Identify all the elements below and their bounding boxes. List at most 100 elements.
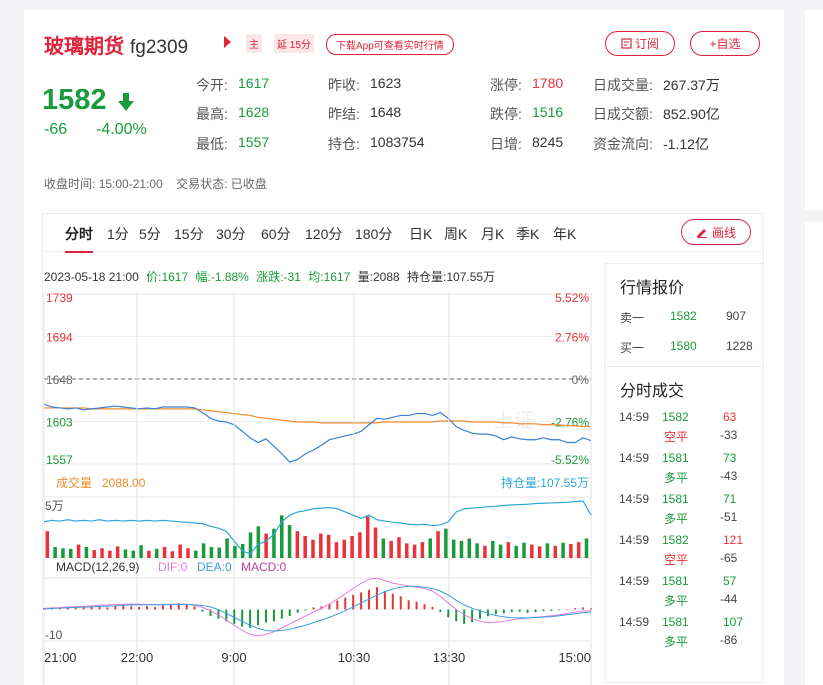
- tab-1[interactable]: 1分: [107, 226, 129, 242]
- tab-8[interactable]: 日K: [409, 226, 433, 242]
- macd-bar: [344, 597, 347, 610]
- order-book-side: 卖一: [620, 311, 645, 325]
- macd-bar: [494, 609, 497, 615]
- quote-field-value: 852.90亿: [663, 106, 720, 122]
- trade-price: 1581: [662, 615, 689, 629]
- macd-bar: [590, 608, 592, 610]
- tab-3[interactable]: 15分: [174, 226, 204, 242]
- macd-bar: [375, 587, 378, 610]
- tab-7[interactable]: 180分: [355, 226, 393, 242]
- macd-bar: [241, 609, 244, 627]
- volume-bar: [584, 538, 589, 558]
- subscribe-icon: [621, 38, 632, 49]
- quote-field-label: 今开:: [196, 77, 228, 93]
- volume-frame: [43, 496, 592, 559]
- intraday-chart[interactable]: 上证 1739 1694 1648 1603 1557 5.52% 2.76% 0% -2.76%…: [24, 280, 599, 685]
- volume-bar: [397, 537, 401, 558]
- trade-volume: 71: [723, 492, 737, 506]
- x-tick: 22:00: [121, 650, 154, 665]
- volume-bar: [483, 545, 487, 558]
- quote-field-value: 1083754: [370, 134, 425, 150]
- y-tick-right: -2.76%: [551, 416, 589, 430]
- volume-bar: [100, 548, 104, 558]
- trade-volume: 107: [723, 615, 744, 629]
- price-change: -66: [44, 121, 68, 138]
- quote-field-value: -1.12亿: [663, 136, 709, 152]
- macd-bar: [423, 604, 426, 610]
- volume-bar: [264, 533, 268, 558]
- volume-bar: [373, 527, 378, 558]
- x-tick: 10:30: [338, 650, 371, 665]
- volume-bar: [178, 544, 182, 558]
- tab-0[interactable]: 分时: [65, 226, 93, 253]
- chart-info-bar: 2023-05-18 21:00 价:1617 幅:-1.88% 涨跌:-31 …: [44, 270, 496, 284]
- trade-price: 1581: [662, 451, 689, 465]
- macd-bar: [217, 609, 220, 619]
- volume-bar: [233, 545, 237, 558]
- volume-bar: [553, 545, 558, 558]
- volume-bar: [467, 538, 472, 558]
- side-panel: 行情报价 卖一 1582 907 买一 1580 1228 分时成交 14:59 1582 6…: [604, 263, 764, 683]
- macd-bar: [391, 593, 394, 610]
- price-change-pct: -4.00%: [96, 121, 147, 138]
- trade-delta: -44: [720, 592, 738, 606]
- volume-bar: [131, 550, 136, 558]
- tab-11[interactable]: 季K: [516, 226, 540, 242]
- quote-field-value: 8245: [532, 134, 564, 150]
- macd-bar: [447, 609, 450, 618]
- x-tick: 13:30: [433, 650, 466, 665]
- price-panel: 上证 1739 1694 1648 1603 1557 5.52% 2.76% 0% -2.76%…: [43, 291, 592, 467]
- open-interest-line: [43, 500, 592, 555]
- macd-bar: [518, 609, 521, 612]
- download-app-link[interactable]: 下载App可查看实时行情: [326, 34, 454, 55]
- macd-bar: [312, 607, 315, 610]
- volume-bar: [334, 542, 339, 558]
- macd-bar: [106, 607, 109, 610]
- draw-line-button[interactable]: 画线: [681, 219, 751, 245]
- y-tick-left: 1603: [46, 416, 73, 430]
- trade-type: 多平: [664, 594, 689, 608]
- macd-bar: [558, 609, 561, 611]
- macd-bar: [566, 608, 569, 610]
- macd-bar: [399, 596, 402, 610]
- tab-4[interactable]: 30分: [216, 226, 246, 242]
- volume-bar: [256, 526, 261, 558]
- macd-bar: [383, 591, 386, 610]
- quote-field-value: 267.37万: [663, 77, 720, 93]
- volume-bar: [428, 538, 432, 558]
- tab-9[interactable]: 周K: [444, 226, 468, 242]
- macd-bar: [439, 609, 442, 613]
- trade-type: 多平: [664, 471, 689, 485]
- quote-field-label: 昨收:: [328, 77, 360, 93]
- macd-bar: [249, 609, 252, 628]
- macd-bar: [455, 609, 458, 622]
- tab-5[interactable]: 60分: [261, 226, 291, 242]
- macd-bar: [526, 609, 529, 613]
- volume-bar: [490, 540, 495, 558]
- macd-bar: [264, 609, 267, 623]
- volume-bar: [561, 542, 565, 558]
- page-title: 玻璃期货 fg2309: [44, 36, 189, 58]
- macd-bar: [582, 607, 585, 610]
- macd-bar: [82, 606, 85, 610]
- add-watchlist-button[interactable]: +自选: [690, 31, 760, 56]
- tab-12[interactable]: 年K: [553, 226, 577, 242]
- volume-bar: [295, 531, 300, 558]
- macd-bar: [58, 607, 61, 610]
- macd-bar: [138, 606, 141, 610]
- volume-bar: [248, 532, 253, 558]
- volume-bar: [162, 547, 167, 558]
- macd-bar: [574, 608, 577, 610]
- tab-10[interactable]: 月K: [481, 226, 505, 242]
- volume-bar: [319, 533, 323, 558]
- trade-time: 14:59: [619, 451, 650, 465]
- trade-type: 空平: [664, 553, 689, 567]
- subscribe-button[interactable]: 订阅: [605, 31, 675, 56]
- y-tick-right: -5.52%: [551, 453, 589, 467]
- tab-6[interactable]: 120分: [305, 226, 343, 242]
- tab-2[interactable]: 5分: [139, 226, 161, 242]
- y-tick-right: 0%: [572, 373, 590, 387]
- macd-bar: [122, 605, 125, 610]
- trade-volume: 121: [723, 533, 744, 547]
- quote-field-label: 最低:: [196, 136, 228, 152]
